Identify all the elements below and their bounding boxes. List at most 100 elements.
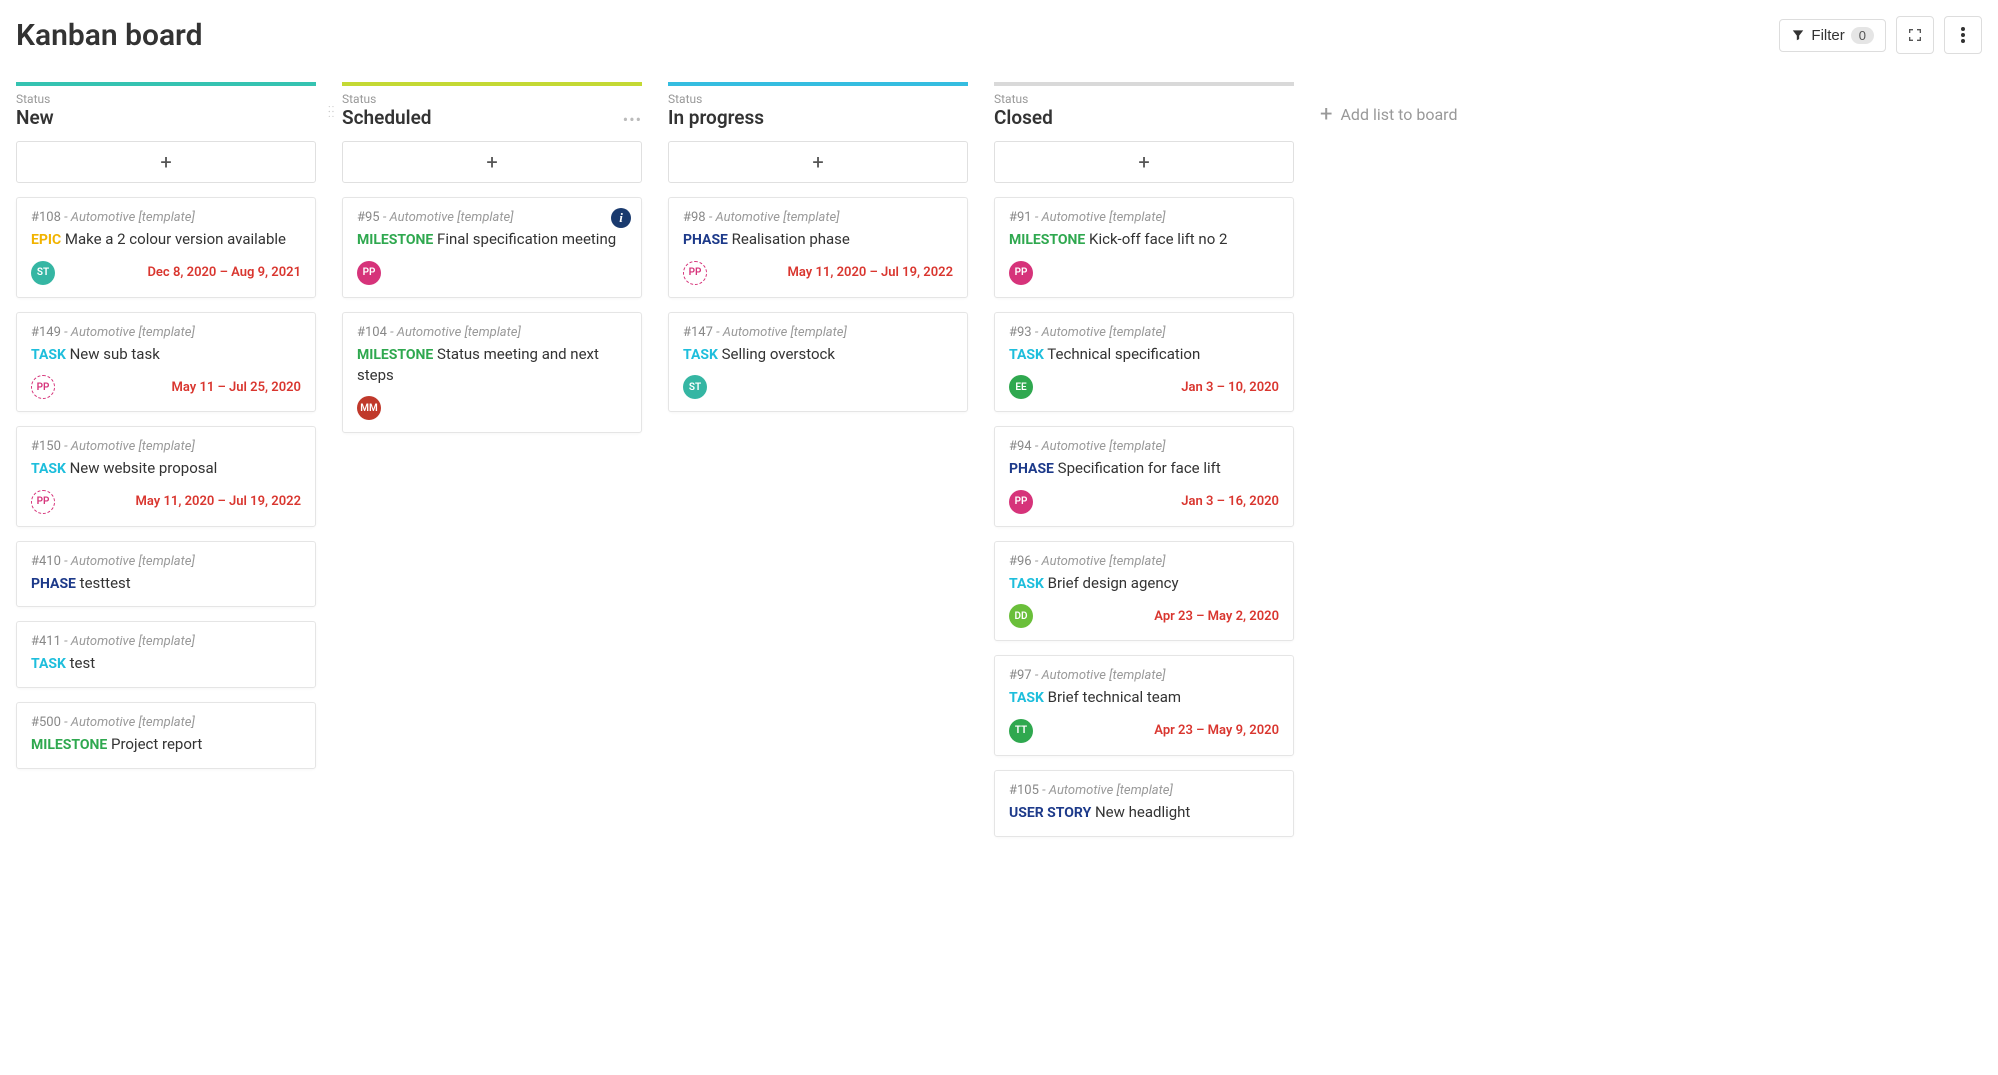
avatar[interactable]: PP [683, 261, 707, 285]
add-card-button[interactable]: + [342, 141, 642, 183]
add-card-button[interactable]: + [668, 141, 968, 183]
card-date-range: May 11, 2020 – Jul 19, 2022 [788, 265, 953, 280]
kanban-card[interactable]: i#95 - Automotive [template]MILESTONE Fi… [342, 197, 642, 298]
card-title-line: MILESTONE Project report [31, 734, 301, 756]
card-type-label: PHASE [683, 232, 728, 248]
column-header: StatusIn progress [668, 92, 968, 129]
add-list-button[interactable]: +Add list to board [1320, 102, 1480, 127]
card-title: New sub task [66, 345, 160, 363]
card-type-label: TASK [1009, 690, 1044, 706]
kanban-column: ::::StatusScheduled•••+i#95 - Automotive… [342, 82, 642, 447]
card-footer: PP [357, 261, 627, 285]
column-color-bar [668, 82, 968, 86]
card-id: #410 [31, 554, 61, 569]
drag-handle-icon[interactable]: :::: [328, 106, 335, 116]
card-title: Make a 2 colour version available [61, 230, 286, 248]
card-title-line: TASK test [31, 653, 301, 675]
card-title-line: TASK New website proposal [31, 458, 301, 480]
card-meta: #93 - Automotive [template] [1009, 325, 1279, 340]
avatar[interactable]: DD [1009, 604, 1033, 628]
card-project: - Automotive [template] [1039, 783, 1173, 798]
card-meta: #105 - Automotive [template] [1009, 783, 1279, 798]
card-project: - Automotive [template] [61, 325, 195, 340]
avatar[interactable]: ST [683, 375, 707, 399]
card-project: - Automotive [template] [1032, 439, 1166, 454]
avatar[interactable]: PP [31, 490, 55, 514]
card-meta: #97 - Automotive [template] [1009, 668, 1279, 683]
kanban-card[interactable]: #105 - Automotive [template]USER STORY N… [994, 770, 1294, 837]
card-type-label: PHASE [31, 576, 76, 592]
column-color-bar [16, 82, 316, 86]
filter-button[interactable]: Filter 0 [1779, 19, 1886, 52]
card-meta: #149 - Automotive [template] [31, 325, 301, 340]
card-date-range: May 11, 2020 – Jul 19, 2022 [136, 494, 301, 509]
add-card-button[interactable]: + [16, 141, 316, 183]
card-title: testtest [76, 574, 131, 592]
avatar[interactable]: EE [1009, 375, 1033, 399]
kanban-card[interactable]: #97 - Automotive [template] TASK Brief te… [994, 655, 1294, 756]
card-project: - Automotive [template] [387, 325, 521, 340]
avatar[interactable]: PP [357, 261, 381, 285]
kanban-card[interactable]: #98 - Automotive [template] PHASE Realisa… [668, 197, 968, 298]
fullscreen-button[interactable] [1896, 16, 1934, 54]
fullscreen-icon [1907, 27, 1923, 43]
card-title-line: MILESTONE Kick-off face lift no 2 [1009, 229, 1279, 251]
kanban-card[interactable]: #104 - Automotive [template]MILESTONE St… [342, 312, 642, 434]
column-status-label: Status [16, 92, 316, 106]
card-project: - Automotive [template] [61, 715, 195, 730]
kanban-card[interactable]: #108 - Automotive [template]EPIC Make a … [16, 197, 316, 298]
more-menu-button[interactable] [1944, 16, 1982, 54]
card-id: #150 [31, 439, 61, 454]
card-title: Specification for face lift [1054, 459, 1221, 477]
card-title: New website proposal [66, 459, 217, 477]
card-title: Brief technical team [1044, 688, 1181, 706]
add-card-button[interactable]: + [994, 141, 1294, 183]
kanban-card[interactable]: #150 - Automotive [template]TASK New web… [16, 426, 316, 527]
card-title-line: PHASE Realisation phase [683, 229, 953, 251]
card-type-label: TASK [31, 656, 66, 672]
card-title-line: PHASE Specification for face lift [1009, 458, 1279, 480]
card-title-line: TASK New sub task [31, 344, 301, 366]
card-title: Final specification meeting [433, 230, 616, 248]
info-icon[interactable]: i [611, 208, 631, 228]
page-title: Kanban board [16, 18, 202, 53]
card-footer: MM [357, 396, 627, 420]
kanban-card[interactable]: #500 - Automotive [template] MILESTONE Pr… [16, 702, 316, 769]
avatar[interactable]: PP [1009, 261, 1033, 285]
card-meta: #108 - Automotive [template] [31, 210, 301, 225]
card-type-label: TASK [31, 461, 66, 477]
kanban-card[interactable]: #410 - Automotive [template]PHASE testte… [16, 541, 316, 608]
kanban-card[interactable]: #147 - Automotive [template]TASK Selling… [668, 312, 968, 413]
kanban-card[interactable]: #149 - Automotive [template] TASK New sub… [16, 312, 316, 413]
kanban-card[interactable]: #411 - Automotive [template] TASK test [16, 621, 316, 688]
column-color-bar [342, 82, 642, 86]
column-header: StatusNew [16, 92, 316, 129]
card-id: #98 [683, 210, 706, 225]
card-meta: #411 - Automotive [template] [31, 634, 301, 649]
card-title-line: PHASE testtest [31, 573, 301, 595]
kanban-card[interactable]: #93 - Automotive [template]TASK Technica… [994, 312, 1294, 413]
avatar[interactable]: PP [31, 375, 55, 399]
avatar[interactable]: TT [1009, 719, 1033, 743]
kanban-card[interactable]: #91 - Automotive [template] MILESTONE Kic… [994, 197, 1294, 298]
card-date-range: Apr 23 – May 9, 2020 [1154, 723, 1279, 738]
card-project: - Automotive [template] [1032, 210, 1166, 225]
card-id: #108 [31, 210, 61, 225]
column-header: ::::StatusScheduled••• [342, 92, 642, 129]
card-project: - Automotive [template] [61, 210, 195, 225]
card-id: #94 [1009, 439, 1032, 454]
column-status-label: Status [668, 92, 968, 106]
card-meta: #95 - Automotive [template] [357, 210, 627, 225]
card-project: - Automotive [template] [706, 210, 840, 225]
card-id: #500 [31, 715, 61, 730]
card-id: #96 [1009, 554, 1032, 569]
column-menu-button[interactable]: ••• [623, 110, 642, 129]
kanban-card[interactable]: #96 - Automotive [template]TASK Brief de… [994, 541, 1294, 642]
card-meta: #91 - Automotive [template] [1009, 210, 1279, 225]
kanban-card[interactable]: #94 - Automotive [template] PHASE Specifi… [994, 426, 1294, 527]
card-title: Selling overstock [718, 345, 835, 363]
avatar[interactable]: PP [1009, 490, 1033, 514]
avatar[interactable]: MM [357, 396, 381, 420]
avatar[interactable]: ST [31, 261, 55, 285]
column-title: Scheduled [342, 106, 642, 129]
